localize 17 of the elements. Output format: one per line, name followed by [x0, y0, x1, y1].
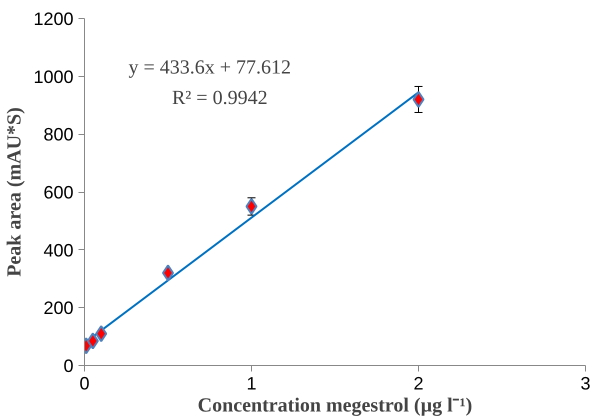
- y-tick-label: 600: [43, 182, 74, 202]
- x-axis-title: Concentration megestrol (µg l⁻¹): [198, 394, 472, 416]
- point: [95, 325, 108, 342]
- x-tick-label: 2: [413, 374, 424, 394]
- point: [86, 332, 99, 350]
- y-tick-label: 1200: [33, 9, 74, 29]
- x-tick-label: 1: [246, 374, 257, 394]
- y-tick-label: 0: [63, 356, 74, 376]
- x-tick-label: 3: [580, 374, 591, 394]
- annotation: R² = 0.9942: [172, 87, 268, 110]
- y-tick-label: 200: [43, 298, 74, 318]
- y-axis-title: Peak area (mAU*S): [3, 107, 26, 277]
- x-tick-label: 0: [79, 374, 90, 394]
- annotation: y = 433.6x + 77.612: [128, 56, 292, 79]
- y-tick-label: 800: [43, 124, 74, 145]
- y-tick-label: 1000: [33, 66, 74, 87]
- y-tick-label: 400: [43, 240, 74, 260]
